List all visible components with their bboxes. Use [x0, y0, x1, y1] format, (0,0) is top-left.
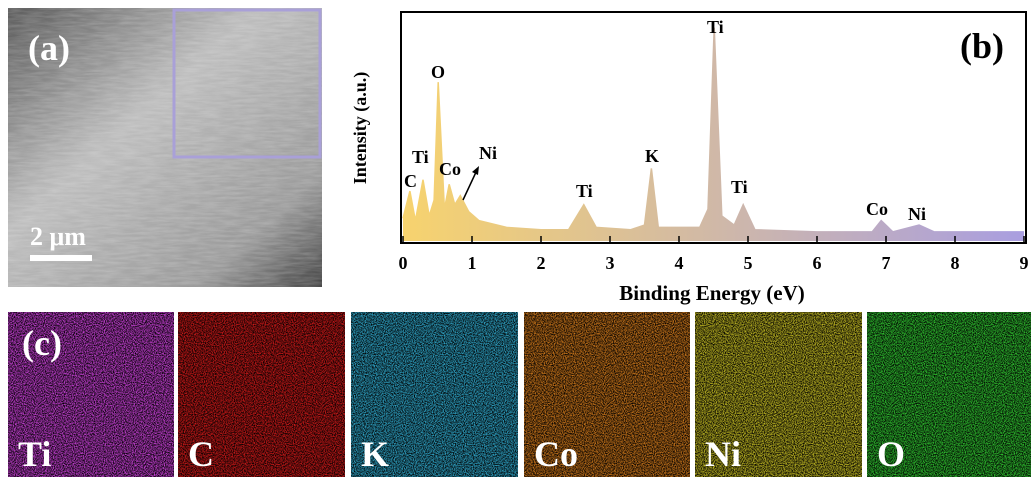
map-label: O [877, 434, 905, 474]
element-maps: Ti C K Co Ni O [8, 312, 1031, 477]
map-label: Ti [18, 434, 51, 474]
peak-label: Co [866, 199, 888, 219]
x-tick-label: 3 [606, 253, 615, 273]
arrow-head [472, 166, 479, 175]
arrow [463, 170, 477, 200]
x-tick-label: 0 [399, 253, 408, 273]
map-label: C [188, 434, 214, 474]
map-label: K [361, 434, 389, 474]
x-tick-label: 7 [882, 253, 891, 273]
scale-bar-label: 2 μm [30, 222, 86, 251]
scale-bar [30, 255, 92, 261]
peak-label: Ti [731, 177, 748, 197]
panel-label: (a) [28, 28, 70, 68]
x-tick-label: 5 [744, 253, 753, 273]
x-tick-label: 2 [537, 253, 546, 273]
panel-label: (b) [960, 26, 1004, 66]
x-axis-label: Binding Energy (eV) [619, 281, 805, 305]
x-tick-label: 1 [468, 253, 477, 273]
x-tick-label: 8 [951, 253, 960, 273]
peak-label: Ni [908, 204, 926, 224]
panel-label: (c) [22, 323, 62, 363]
x-tick-label: 9 [1020, 253, 1029, 273]
peak-label: K [645, 146, 659, 166]
peak-label: Ti [412, 147, 429, 167]
peak-label: Ti [576, 181, 593, 201]
peak-label: O [431, 62, 445, 82]
figure: (a) 2 μm 0 1 2 3 4 5 6 7 8 9 Binding Energy (eV) In… [0, 0, 1031, 477]
peak-label: Ni [479, 143, 497, 163]
map-label: Co [534, 434, 578, 474]
x-tick-label: 6 [813, 253, 822, 273]
y-axis-label: Intensity (a.u.) [350, 72, 371, 185]
peak-label: Ti [707, 17, 724, 37]
spectrum: 0 1 2 3 4 5 6 7 8 9 Binding Energy (eV) Intensity (… [350, 12, 1029, 305]
peak-label: Co [439, 159, 461, 179]
map-label: Ni [705, 434, 741, 474]
peak-label: C [404, 171, 417, 191]
x-tick-label: 4 [675, 253, 684, 273]
